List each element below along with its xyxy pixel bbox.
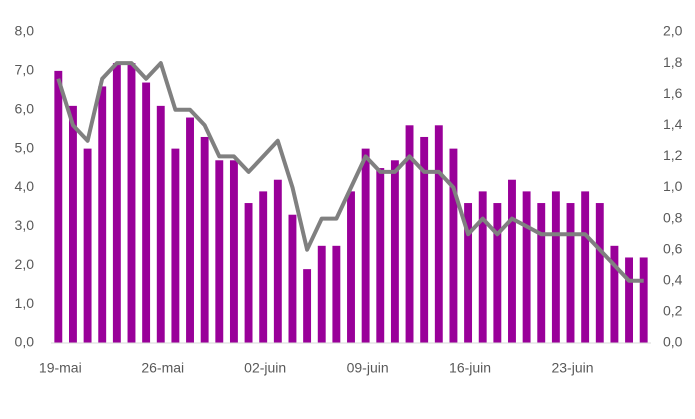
- bar: [142, 82, 151, 343]
- bar: [112, 63, 121, 343]
- bar: [259, 191, 268, 343]
- y2-tick-label: 1,2: [663, 147, 683, 163]
- bar: [376, 168, 385, 343]
- y2-tick-label: 0,6: [663, 240, 683, 256]
- bar: [522, 191, 531, 343]
- x-tick-label: 16-juin: [449, 360, 491, 376]
- bar: [156, 105, 165, 343]
- bar: [405, 125, 414, 343]
- y-tick-label: 3,0: [15, 217, 35, 233]
- bar: [478, 191, 487, 343]
- y2-tick-label: 0,2: [663, 303, 683, 319]
- y-tick-label: 2,0: [15, 256, 35, 272]
- bar: [566, 203, 575, 343]
- bar: [332, 245, 341, 343]
- bar: [54, 70, 63, 343]
- bar: [449, 148, 458, 343]
- bar: [434, 125, 443, 343]
- bar: [610, 245, 619, 343]
- y-tick-label: 1,0: [15, 295, 35, 311]
- y2-tick-label: 1,8: [663, 54, 683, 70]
- bar: [288, 214, 297, 343]
- bar: [69, 105, 77, 343]
- x-tick-label: 23-juin: [551, 360, 593, 376]
- x-tick-label: 02-juin: [244, 360, 286, 376]
- bar: [581, 191, 590, 343]
- bar: [83, 148, 92, 343]
- y2-tick-label: 0,4: [663, 272, 683, 288]
- x-tick-label: 19-mai: [39, 360, 82, 376]
- bar: [244, 203, 253, 343]
- bar: [229, 160, 238, 343]
- y2-tick-label: 0,0: [663, 334, 683, 350]
- line: [56, 61, 644, 283]
- x-tick-label: 26-mai: [141, 360, 184, 376]
- bar: [595, 203, 604, 343]
- bar: [186, 117, 194, 344]
- bar: [303, 269, 312, 343]
- bar: [625, 257, 633, 343]
- y-tick-label: 7,0: [15, 62, 35, 78]
- bar: [551, 191, 560, 343]
- bar: [639, 257, 648, 343]
- bar: [200, 136, 209, 343]
- bar: [508, 179, 516, 343]
- bar: [464, 203, 473, 343]
- bar: [171, 148, 180, 343]
- bar: [273, 179, 282, 343]
- bar: [361, 148, 370, 343]
- y2-tick-label: 1,0: [663, 178, 683, 194]
- bar: [420, 136, 429, 343]
- bar: [493, 203, 502, 343]
- bar: [317, 245, 326, 343]
- y-tick-label: 4,0: [15, 178, 35, 194]
- y-tick-label: 0,0: [15, 334, 35, 350]
- y-tick-label: 6,0: [15, 100, 35, 116]
- y-tick-label: 5,0: [15, 139, 35, 155]
- y2-tick-label: 2,0: [663, 23, 683, 39]
- bar: [98, 86, 107, 344]
- bar: [390, 160, 399, 343]
- bar: [215, 160, 224, 343]
- y2-tick-label: 1,4: [663, 116, 683, 132]
- bar: [347, 191, 355, 343]
- y2-tick-label: 0,8: [663, 209, 683, 225]
- bar: [127, 63, 136, 343]
- y2-tick-label: 1,6: [663, 85, 683, 101]
- x-tick-label: 09-juin: [347, 360, 389, 376]
- y-tick-label: 8,0: [15, 23, 35, 39]
- bar: [537, 203, 546, 343]
